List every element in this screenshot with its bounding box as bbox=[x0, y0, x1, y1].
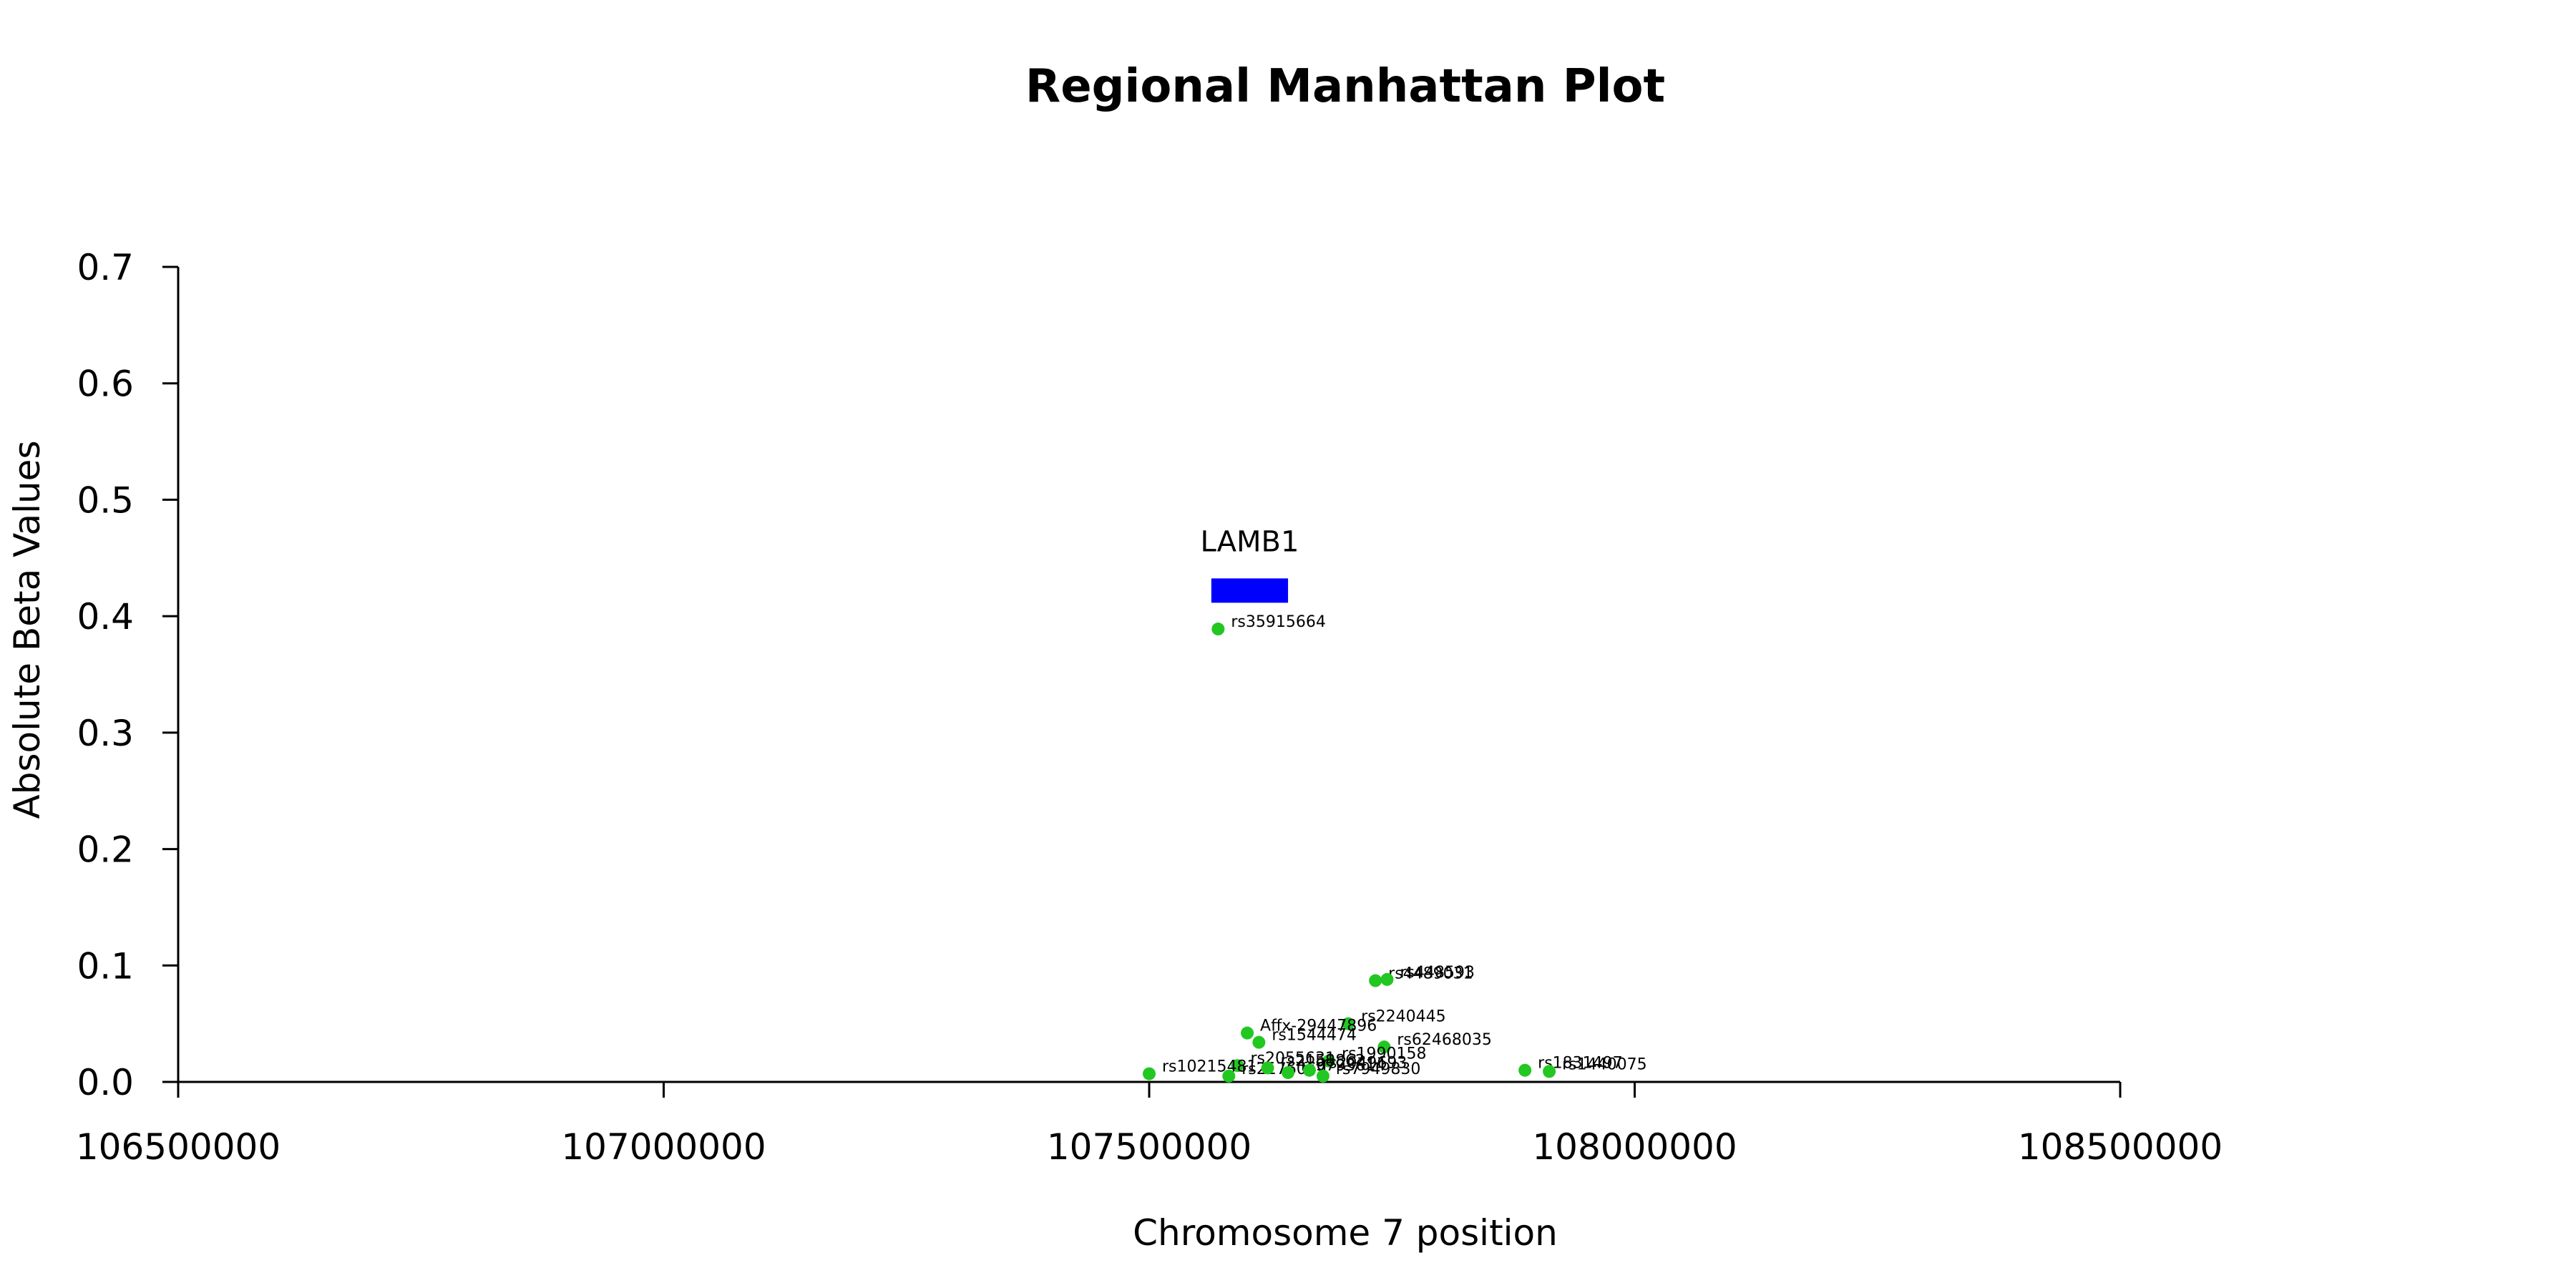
x-tick-label: 107000000 bbox=[561, 1126, 766, 1168]
point-label: rs10215481 bbox=[1162, 1058, 1257, 1076]
data-point bbox=[1252, 1035, 1266, 1049]
point-label: rs448593 bbox=[1400, 964, 1474, 982]
data-point bbox=[1543, 1065, 1556, 1078]
data-point bbox=[1222, 1069, 1236, 1083]
data-point bbox=[1322, 1054, 1336, 1068]
y-tick-label: 0.5 bbox=[77, 479, 134, 521]
point-label: rs1440075 bbox=[1562, 1055, 1647, 1073]
y-ticks: 0.0 0.1 0.2 0.3 0.4 0.5 0.6 0.7 bbox=[77, 247, 178, 1103]
data-point bbox=[1316, 1069, 1330, 1083]
data-point bbox=[1518, 1063, 1532, 1077]
data-point bbox=[1342, 1017, 1355, 1030]
data-point bbox=[1369, 974, 1382, 987]
y-axis-label: Absolute Beta Values bbox=[6, 441, 48, 819]
point-label: rs2049693 bbox=[1322, 1055, 1407, 1073]
data-point bbox=[1302, 1063, 1316, 1077]
y-tick-label: 0.1 bbox=[77, 945, 134, 987]
x-tick-label: 108500000 bbox=[2018, 1126, 2223, 1168]
point-label: rs1544474 bbox=[1272, 1027, 1357, 1045]
data-point bbox=[1261, 1061, 1274, 1075]
y-tick-label: 0.6 bbox=[77, 364, 134, 405]
y-tick-label: 0.4 bbox=[77, 596, 134, 638]
gene-annotations: LAMB1 bbox=[1200, 525, 1299, 603]
y-tick-label: 0.3 bbox=[77, 713, 134, 754]
point-label: rs1990158 bbox=[1342, 1045, 1427, 1063]
y-tick-label: 0.0 bbox=[77, 1062, 134, 1103]
gene-bar bbox=[1211, 578, 1289, 603]
y-tick-label: 0.7 bbox=[77, 247, 134, 288]
point-label: Affx-29447896 bbox=[1260, 1018, 1377, 1035]
point-label: rs2240445 bbox=[1361, 1008, 1446, 1026]
data-point bbox=[1282, 1065, 1295, 1079]
data-point bbox=[1211, 623, 1225, 636]
point-label: rs62468035 bbox=[1397, 1031, 1491, 1049]
point-label: rs7949830 bbox=[1336, 1060, 1421, 1078]
chart-title: Regional Manhattan Plot bbox=[1025, 60, 1665, 113]
data-point bbox=[1143, 1067, 1156, 1080]
x-ticks: 106500000 107000000 107500000 108000000 1085… bbox=[76, 1082, 2223, 1168]
data-point bbox=[1380, 972, 1394, 986]
x-axis-label: Chromosome 7 position bbox=[1133, 1212, 1558, 1254]
data-point bbox=[1377, 1040, 1391, 1054]
point-label: rs35915664 bbox=[1231, 613, 1325, 631]
gene-label: LAMB1 bbox=[1200, 525, 1299, 558]
x-tick-label: 107500000 bbox=[1047, 1126, 1252, 1168]
x-tick-label: 108000000 bbox=[1532, 1126, 1737, 1168]
data-point bbox=[1241, 1026, 1254, 1040]
point-label: rs2158862 bbox=[1281, 1052, 1366, 1070]
data-point bbox=[1231, 1059, 1244, 1073]
y-tick-label: 0.2 bbox=[77, 829, 134, 871]
point-label: rs4489031 bbox=[1388, 965, 1473, 982]
x-tick-label: 106500000 bbox=[76, 1126, 280, 1168]
